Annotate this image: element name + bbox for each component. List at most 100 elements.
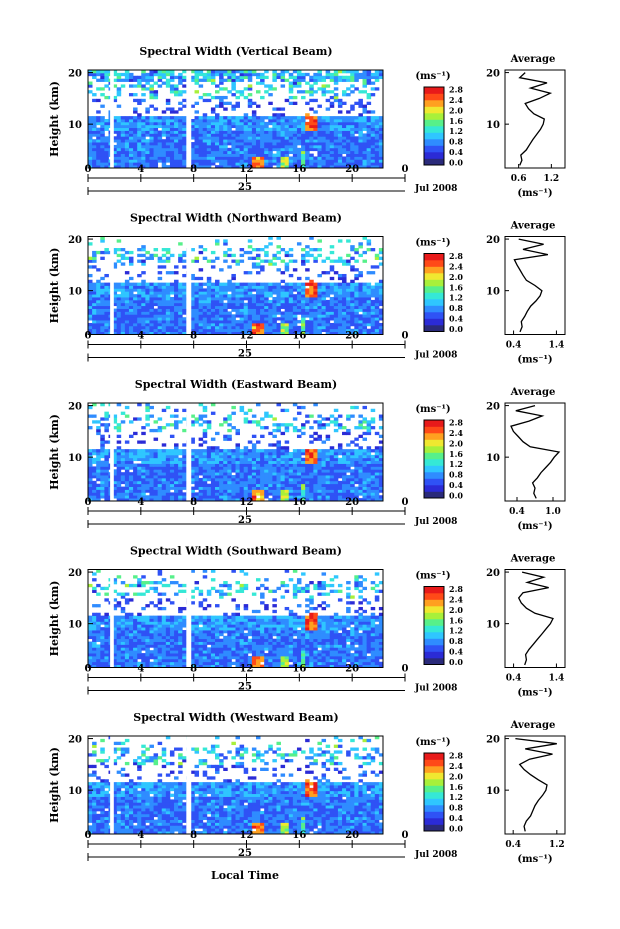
data-gap	[186, 70, 192, 168]
avg-x-tick-label: 1.2	[549, 840, 565, 850]
x-tick-label: 0	[85, 164, 92, 175]
data-gap	[110, 70, 114, 168]
colorbar-tick-label: 2.8	[449, 751, 463, 761]
colorbar-tick-label: 1.6	[449, 782, 463, 792]
colorbar-tick-label: 0.8	[449, 803, 463, 813]
average-profile-line	[517, 571, 554, 666]
x-tick-label: 0	[402, 497, 409, 508]
colorbar-swatch	[424, 612, 444, 620]
x-tick-label: 0	[85, 664, 92, 675]
colorbar-tick-label: 2.8	[449, 584, 463, 594]
colorbar-swatch	[424, 606, 444, 613]
avg-y-tick-label: 20	[486, 402, 500, 413]
colorbar-swatch	[424, 139, 444, 146]
colorbar-swatch	[424, 292, 444, 300]
colorbar-swatch	[424, 253, 444, 261]
colorbar-tick-label: 0.4	[449, 147, 463, 157]
avg-y-tick-label: 10	[486, 786, 500, 797]
y-axis-title: Height (km)	[48, 414, 61, 490]
x-tick-label: 4	[137, 830, 144, 841]
colorbar-swatch	[424, 766, 444, 773]
panel-5: Spectral Width (Westward Beam) 10 20 Height…	[48, 711, 566, 865]
x-tick-label: 16	[292, 664, 306, 675]
x-tick-label: 4	[137, 664, 144, 675]
colorbar-swatch	[424, 312, 444, 319]
x-tick-label: 20	[345, 331, 359, 342]
colorbar-tick-label: 2.8	[449, 85, 463, 95]
colorbar-tick-label: 2.0	[449, 105, 463, 115]
colorbar-swatch	[424, 318, 444, 326]
colorbar-frame	[423, 86, 445, 166]
avg-x-tick-label: 1.0	[545, 507, 561, 517]
colorbar-tick-label: 0.0	[449, 823, 463, 833]
colorbar-swatch	[424, 100, 444, 107]
colorbar-swatch	[424, 645, 444, 652]
data-gap	[186, 569, 192, 668]
colorbar-swatch	[424, 260, 444, 267]
x-tick-label: 0	[402, 830, 409, 841]
avg-x-tick-label: 0.4	[505, 840, 521, 850]
colorbar	[423, 752, 445, 832]
y-tick-label: 20	[68, 402, 82, 413]
average-profile-line	[510, 404, 561, 499]
colorbar-tick-label: 0.4	[449, 813, 463, 823]
heatmap-frame	[87, 402, 384, 502]
avg-x-tick-label: 1.4	[549, 341, 565, 351]
x-tick-label: 4	[137, 497, 144, 508]
average-title: Average	[510, 554, 556, 565]
average-profile-line	[513, 238, 549, 333]
colorbar-tick-label: 0.0	[449, 324, 463, 334]
colorbar-swatch	[424, 119, 444, 127]
heatmap-frame	[87, 69, 384, 169]
heatmap-frame	[87, 569, 384, 668]
colorbar-tick-label: 0.4	[449, 480, 463, 490]
y-axis-title: Height (km)	[48, 581, 61, 657]
x-tick-label: 0	[402, 331, 409, 342]
colorbar-tick-label: 1.2	[449, 459, 463, 469]
colorbar-tick-label: 0.8	[449, 636, 463, 646]
average-frame	[504, 569, 566, 668]
avg-y-tick-label: 10	[486, 120, 500, 131]
colorbar-swatch	[424, 439, 444, 447]
colorbar-swatch	[424, 798, 444, 806]
colorbar-tick-label: 0.8	[449, 470, 463, 480]
colorbar-tick-label: 2.0	[449, 272, 463, 282]
avg-x-tick-label: 0.6	[511, 174, 527, 184]
heatmap-frame	[87, 236, 384, 335]
x-tick-label: 16	[292, 830, 306, 841]
colorbar-swatch	[424, 459, 444, 466]
average-xlabel: (ms⁻¹)	[517, 188, 552, 199]
average-xlabel: (ms⁻¹)	[517, 355, 552, 366]
colorbar-swatch	[424, 491, 444, 499]
colorbar-tick-label: 2.4	[449, 761, 463, 771]
colorbar-frame	[423, 253, 445, 332]
average-title: Average	[510, 720, 556, 731]
colorbar-frame	[423, 752, 445, 832]
data-gap	[110, 403, 114, 501]
colorbar-tick-label: 2.8	[449, 418, 463, 428]
colorbar-swatch	[424, 266, 444, 274]
panel-1: Spectral Width (Vertical Beam) 10 20 Height…	[48, 45, 566, 199]
colorbar-swatch	[424, 586, 444, 594]
x-tick-label: 8	[190, 331, 197, 342]
colorbar-tick-label: 1.2	[449, 626, 463, 636]
x-tick-label: 0	[402, 164, 409, 175]
colorbar-tick-label: 0.0	[449, 157, 463, 167]
colorbar-swatch	[424, 599, 444, 607]
colorbar-tick-label: 2.0	[449, 771, 463, 781]
x-axis-title: Local Time	[211, 869, 279, 882]
colorbar-tick-label: 1.6	[449, 449, 463, 459]
colorbar-tick-label: 2.4	[449, 262, 463, 272]
colorbar-tick-label: 0.4	[449, 647, 463, 657]
panel-title: Spectral Width (Northward Beam)	[130, 212, 342, 225]
average-title: Average	[510, 387, 556, 398]
colorbar-swatch	[424, 426, 444, 434]
colorbar-swatch	[424, 658, 444, 665]
y-tick-label: 10	[68, 453, 82, 464]
average-profile-line	[515, 737, 557, 832]
data-gap	[110, 736, 114, 834]
x-tick-label: 16	[292, 497, 306, 508]
y-tick-label: 20	[68, 69, 82, 80]
date-label: 25	[238, 848, 252, 859]
